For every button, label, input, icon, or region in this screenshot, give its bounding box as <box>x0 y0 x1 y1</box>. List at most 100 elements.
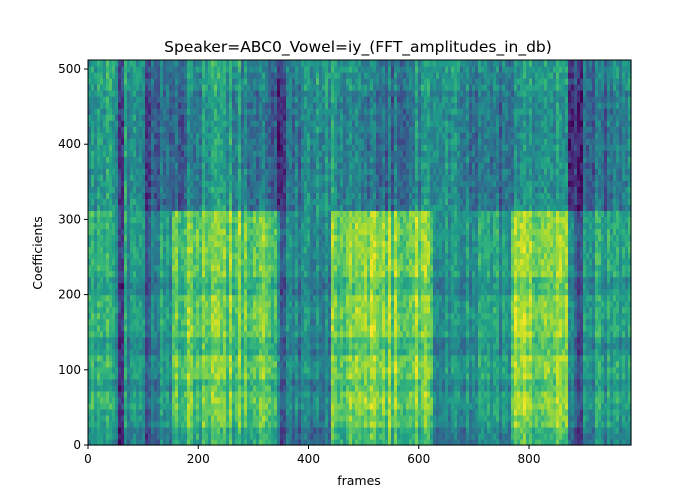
heatmap-cell <box>88 336 92 344</box>
heatmap-cell <box>307 342 311 350</box>
heatmap-cell <box>217 108 221 115</box>
heatmap-cell <box>142 162 146 169</box>
heatmap-cell <box>295 228 299 236</box>
heatmap-cell <box>268 78 272 85</box>
heatmap-cell <box>265 78 269 85</box>
heatmap-cell <box>247 96 251 103</box>
heatmap-cell <box>280 384 284 392</box>
heatmap-cell <box>172 108 176 115</box>
heatmap-cell <box>286 396 290 404</box>
heatmap-cell <box>124 264 128 272</box>
heatmap-cell <box>154 264 158 272</box>
heatmap-cell <box>250 240 254 248</box>
heatmap-cell <box>199 396 203 404</box>
heatmap-cell <box>319 396 323 404</box>
heatmap-cell <box>181 330 185 338</box>
heatmap-cell <box>145 264 149 272</box>
heatmap-cell <box>247 120 251 127</box>
heatmap-cell <box>145 438 149 446</box>
heatmap-cell <box>229 318 233 326</box>
heatmap-cell <box>226 378 230 386</box>
heatmap-cell <box>124 120 128 127</box>
heatmap-cell <box>241 378 245 386</box>
heatmap-cell <box>211 192 215 199</box>
heatmap-cell <box>169 114 173 121</box>
heatmap-cell <box>199 180 203 187</box>
heatmap-cell <box>223 102 227 109</box>
heatmap-cell <box>253 234 257 242</box>
heatmap-cell <box>193 282 197 290</box>
heatmap-cell <box>91 372 95 380</box>
heatmap-cell <box>166 324 170 332</box>
heatmap-cell <box>172 78 176 85</box>
heatmap-cell <box>274 84 278 91</box>
heatmap-cell <box>148 324 152 332</box>
heatmap-cell <box>202 390 206 398</box>
heatmap-cell <box>133 264 137 272</box>
heatmap-cell <box>319 96 323 103</box>
heatmap-cell <box>220 204 224 211</box>
heatmap-cell <box>277 378 281 386</box>
heatmap-cell <box>265 396 269 404</box>
heatmap-cell <box>304 324 308 332</box>
heatmap-cell <box>313 168 317 175</box>
heatmap-cell <box>172 210 176 218</box>
heatmap-cell <box>154 390 158 398</box>
heatmap-cell <box>184 120 188 127</box>
heatmap-cell <box>280 306 284 314</box>
heatmap-cell <box>250 414 254 422</box>
heatmap-cell <box>253 294 257 302</box>
heatmap-cell <box>307 432 311 440</box>
heatmap-cell <box>214 78 218 85</box>
heatmap-cell <box>115 216 119 224</box>
heatmap-cell <box>139 144 143 151</box>
heatmap-cell <box>295 318 299 326</box>
heatmap-cell <box>271 168 275 175</box>
heatmap-cell <box>301 246 305 254</box>
heatmap-cell <box>130 180 134 187</box>
heatmap-cell <box>154 360 158 368</box>
heatmap-cell <box>241 78 245 85</box>
heatmap-cell <box>142 396 146 404</box>
heatmap-cell <box>250 186 254 193</box>
heatmap-cell <box>316 120 320 127</box>
heatmap-cell <box>286 168 290 175</box>
heatmap-cell <box>316 366 320 374</box>
heatmap-cell <box>316 348 320 356</box>
heatmap-cell <box>265 390 269 398</box>
heatmap-cell <box>163 138 167 145</box>
heatmap-cell <box>145 324 149 332</box>
heatmap-cell <box>91 180 95 187</box>
heatmap-cell <box>112 294 116 302</box>
heatmap-cell <box>205 156 209 163</box>
heatmap-cell <box>106 270 110 278</box>
heatmap-cell <box>94 300 98 308</box>
heatmap-cell <box>247 402 251 410</box>
heatmap-cell <box>124 72 128 79</box>
heatmap-cell <box>166 72 170 79</box>
heatmap-cell <box>286 366 290 374</box>
heatmap-cell <box>235 294 239 302</box>
heatmap-cell <box>283 264 287 272</box>
heatmap-cell <box>274 210 278 218</box>
heatmap-cell <box>175 438 179 446</box>
heatmap-cell <box>301 240 305 248</box>
heatmap-cell <box>145 90 149 97</box>
heatmap-cell <box>97 156 101 163</box>
heatmap-cell <box>193 264 197 272</box>
heatmap-cell <box>112 384 116 392</box>
heatmap-cell <box>208 342 212 350</box>
heatmap-cell <box>100 438 104 446</box>
heatmap-cell <box>292 102 296 109</box>
heatmap-cell <box>97 300 101 308</box>
heatmap-cell <box>310 360 314 368</box>
heatmap-cell <box>220 426 224 434</box>
heatmap-cell <box>124 306 128 314</box>
heatmap-cell <box>187 408 191 416</box>
heatmap-cell <box>277 360 281 368</box>
heatmap-cell <box>88 114 92 121</box>
heatmap-cell <box>136 294 140 302</box>
heatmap-cell <box>313 228 317 236</box>
heatmap-cell <box>289 198 293 205</box>
heatmap-cell <box>139 258 143 266</box>
